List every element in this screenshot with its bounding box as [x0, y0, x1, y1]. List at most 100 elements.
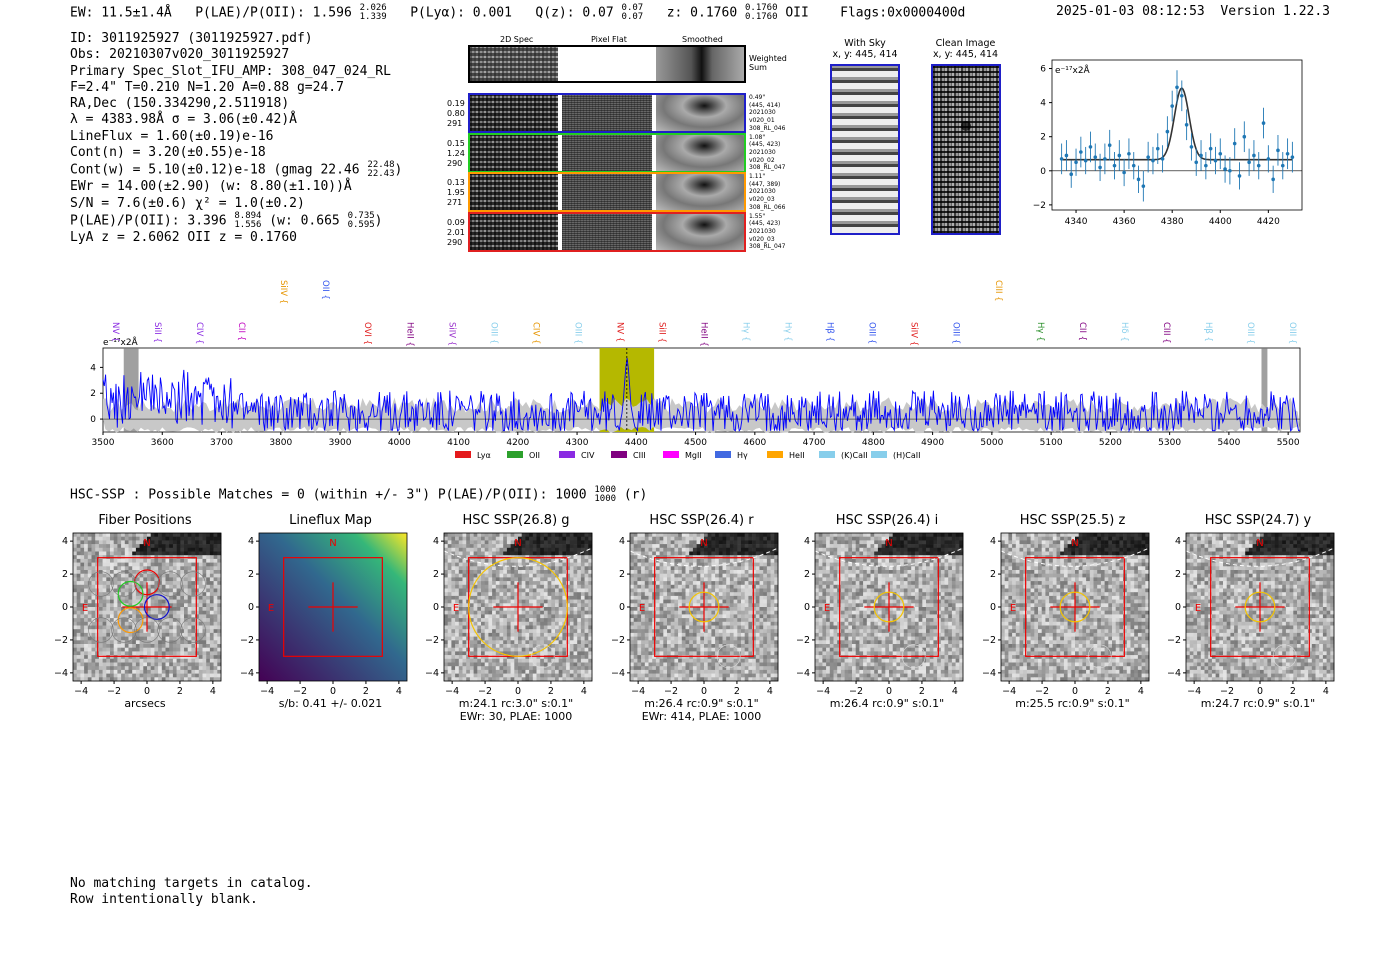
pixel	[685, 536, 689, 541]
pixel	[73, 540, 77, 545]
pixel	[135, 581, 140, 586]
pixel	[444, 640, 448, 645]
pixel	[202, 640, 207, 645]
pixel	[543, 669, 548, 674]
pixel	[751, 588, 756, 593]
pixel	[759, 636, 763, 641]
pixel	[455, 662, 460, 667]
pixel	[677, 570, 682, 574]
pixel	[169, 599, 174, 604]
pixel	[462, 533, 467, 537]
pixel	[172, 533, 177, 537]
pixel	[117, 662, 122, 667]
pixel	[529, 562, 534, 567]
pixel	[447, 621, 452, 626]
zoom-data-point	[1223, 167, 1227, 171]
pixel	[106, 666, 111, 671]
pixel	[458, 647, 463, 652]
pixel	[629, 599, 634, 604]
pixel	[172, 607, 177, 611]
pixel	[169, 677, 174, 682]
pixel	[495, 551, 500, 556]
pixel	[191, 625, 196, 630]
pixel	[499, 540, 504, 545]
spectrum-xtick-label: 3900	[329, 438, 352, 448]
pixel	[139, 558, 144, 563]
pixel	[161, 636, 166, 641]
pixel	[110, 647, 114, 652]
pixel	[699, 551, 704, 556]
pixel	[525, 610, 530, 615]
pixel	[543, 621, 548, 626]
pixel	[640, 547, 645, 552]
pixel	[217, 610, 222, 615]
pixel	[117, 651, 122, 656]
hsc-xtick-label: −4	[445, 686, 459, 697]
pixel	[733, 640, 738, 645]
pixel	[469, 644, 474, 648]
pixel	[209, 558, 214, 563]
pixel	[692, 632, 697, 637]
pixel	[540, 658, 545, 663]
pixel	[217, 551, 222, 556]
pixel	[588, 581, 593, 586]
pixel	[187, 658, 192, 663]
pixel	[213, 669, 218, 674]
pixel	[733, 558, 738, 563]
pixel	[521, 544, 526, 549]
pixel	[685, 636, 689, 641]
cutout-meta-line: 308_RL_047	[749, 243, 786, 251]
pixel	[577, 592, 582, 597]
pixel	[714, 632, 719, 637]
pixel	[217, 614, 222, 619]
pixel	[176, 669, 181, 674]
pixel	[747, 629, 752, 634]
pixel	[677, 603, 682, 608]
spectrum-legend-swatch	[507, 451, 523, 458]
pixel	[113, 584, 118, 589]
pixel	[143, 614, 148, 619]
pixel	[481, 533, 485, 537]
pixel	[573, 621, 578, 626]
pixel	[644, 607, 649, 611]
pixel	[98, 655, 103, 660]
pixel	[180, 536, 185, 541]
hsc-ytick-label: 2	[433, 569, 439, 580]
fiber-circle-outer	[180, 571, 206, 597]
pixel	[755, 621, 760, 626]
pixel	[681, 625, 686, 630]
pixel	[736, 551, 741, 556]
pixel	[729, 599, 734, 604]
pixel	[580, 647, 585, 652]
pixel	[718, 577, 723, 582]
pixel	[124, 662, 129, 667]
pixel	[451, 566, 456, 571]
pixel	[195, 673, 200, 678]
pixel	[473, 536, 478, 541]
pixel	[121, 536, 126, 541]
pixel	[725, 533, 730, 537]
pixel	[102, 636, 107, 641]
pixel	[184, 607, 188, 611]
pixel	[191, 551, 196, 556]
pixel	[495, 618, 500, 623]
pixel	[547, 584, 552, 589]
pixel	[176, 647, 181, 652]
pixel	[580, 599, 585, 604]
pixel	[455, 562, 460, 567]
pixel	[655, 644, 660, 648]
pixel	[477, 666, 482, 671]
pixel	[191, 629, 196, 634]
pixel	[729, 644, 734, 648]
pixel	[202, 536, 207, 541]
pixel	[655, 625, 660, 630]
pixel	[558, 662, 563, 667]
pixel	[73, 558, 77, 563]
pixel	[202, 581, 207, 586]
pixel	[499, 544, 504, 549]
pixel	[458, 558, 463, 563]
pixel	[755, 618, 760, 623]
pixel	[718, 644, 723, 648]
pixel	[666, 644, 671, 648]
pixel	[447, 570, 452, 574]
